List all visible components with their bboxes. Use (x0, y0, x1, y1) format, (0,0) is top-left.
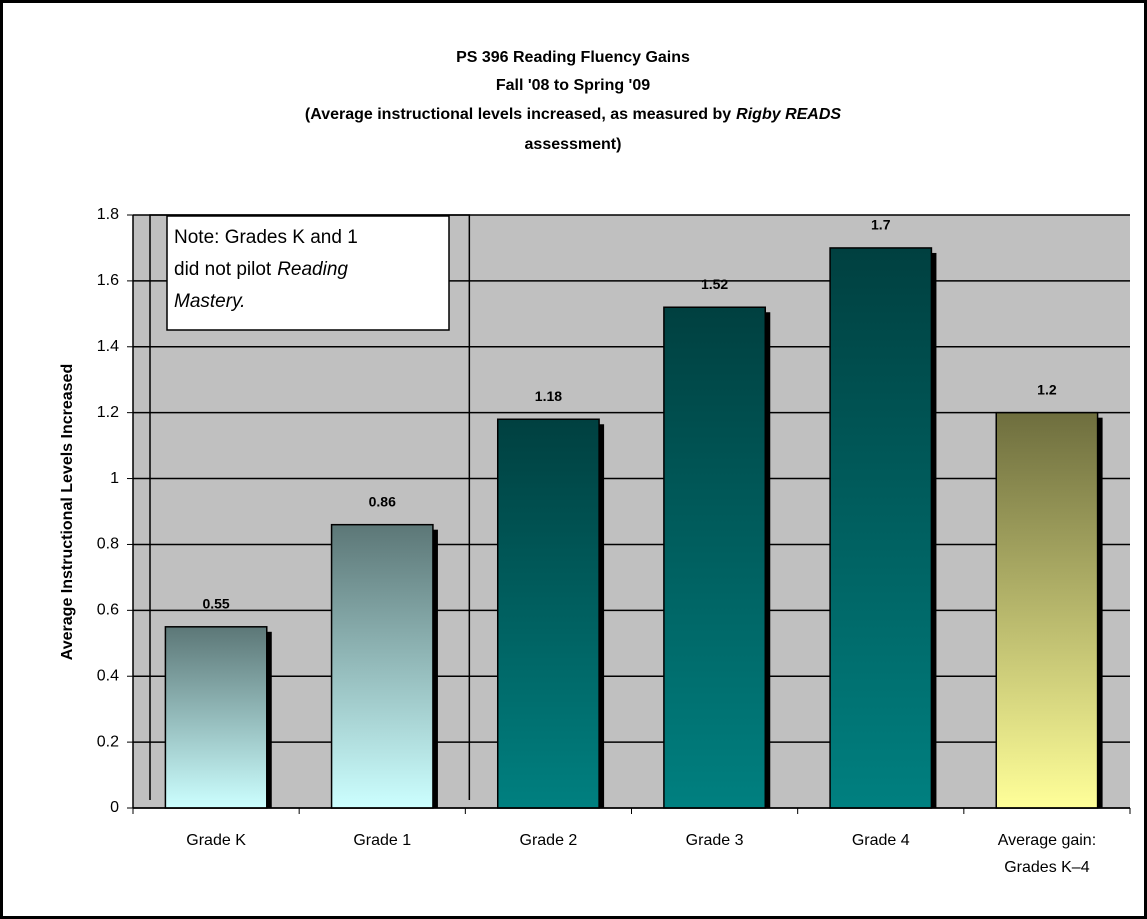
value-label: 1.7 (871, 217, 891, 233)
y-tick-label: 1.8 (97, 206, 119, 223)
y-tick-label: 0.4 (97, 667, 119, 684)
annotation-text: Reading (277, 259, 348, 280)
x-tick-label: Grade 4 (852, 832, 910, 849)
bar (995, 411, 1099, 809)
y-tick-label: 1.4 (97, 338, 119, 355)
value-label: 1.2 (1037, 381, 1057, 397)
annotation-box (166, 215, 450, 331)
y-tick-label: 0.2 (97, 733, 119, 750)
chart-title: Fall '08 to Spring '09 (496, 77, 650, 94)
y-tick-label: 0.6 (97, 602, 119, 619)
chart-subtitle: assessment) (525, 136, 622, 153)
y-tick-label: 1 (110, 470, 119, 487)
subtitle-text: (Average instructional levels increased,… (305, 106, 731, 123)
annotation: Note: Grades K and 1 (174, 227, 358, 248)
subtitle-text: Rigby READS (736, 106, 841, 123)
value-label: 0.55 (202, 596, 229, 612)
y-tick-label: 0.8 (97, 536, 119, 553)
y-axis-title: Average Instructional Levels Increased (59, 364, 76, 660)
annotation-text: did not pilot (174, 259, 272, 280)
value-label: 0.86 (369, 493, 396, 509)
y-tick-label: 1.6 (97, 272, 119, 289)
chart-subtitle: (Average instructional levels increased,… (305, 106, 841, 123)
chart-title: PS 396 Reading Fluency Gains (456, 49, 690, 66)
bar (496, 418, 600, 809)
value-label: 1.18 (535, 388, 562, 404)
value-label: 1.52 (701, 276, 728, 292)
x-tick-label: Grade 2 (520, 832, 578, 849)
x-tick-label-line: Grades K–4 (1004, 859, 1089, 876)
group-bracket (149, 214, 471, 800)
bar (164, 626, 268, 809)
y-tick-label: 0 (110, 799, 119, 816)
y-tick-label: 1.2 (97, 404, 119, 421)
annotation: Mastery. (174, 291, 245, 312)
bar (663, 306, 767, 809)
bar (330, 523, 434, 809)
x-tick-label: Grade 1 (353, 832, 411, 849)
x-tick-label: Grade K (186, 832, 246, 849)
bar (829, 247, 933, 809)
annotation: did not pilot Reading (174, 259, 348, 280)
x-tick-label-line: Average gain: (998, 832, 1096, 849)
x-tick-label: Grade 3 (686, 832, 744, 849)
x-tick-label: Average gain: Grades K–4 (998, 832, 1096, 876)
